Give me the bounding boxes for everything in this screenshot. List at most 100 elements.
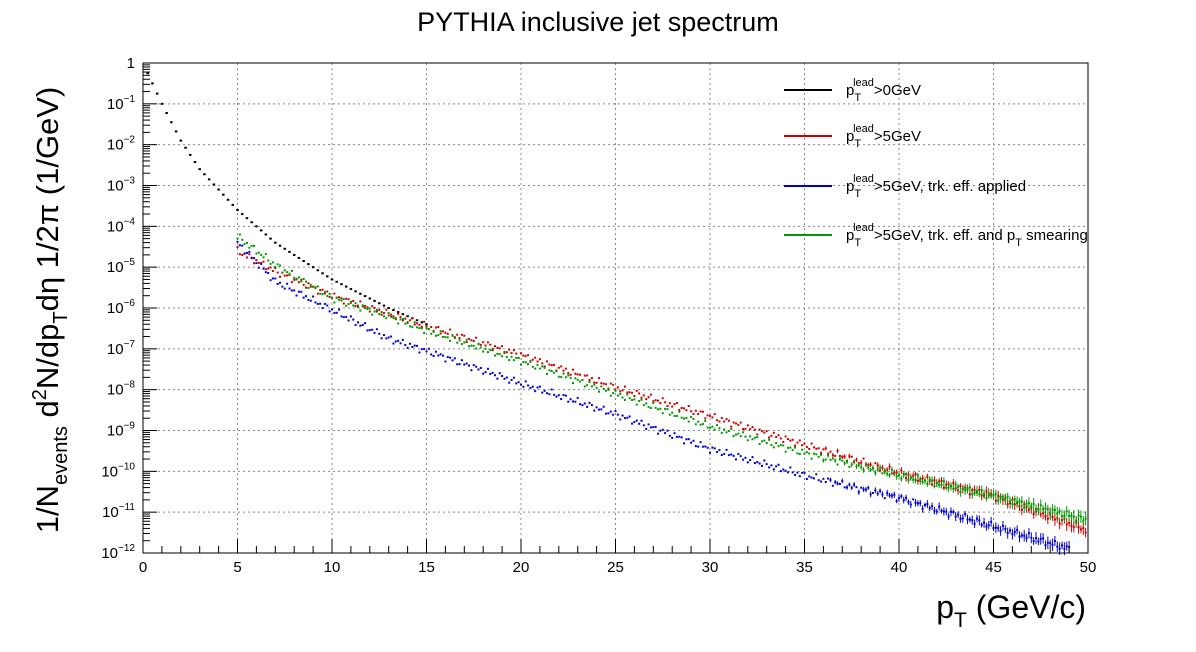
data-point	[293, 277, 295, 279]
data-point	[782, 468, 784, 470]
data-point	[551, 370, 553, 372]
x-tick-label: 20	[513, 559, 530, 576]
data-point	[350, 301, 352, 303]
data-point	[544, 367, 546, 369]
data-point	[605, 383, 607, 385]
data-point	[735, 434, 737, 436]
data-point	[480, 347, 482, 349]
data-point	[600, 408, 602, 410]
data-point	[622, 396, 624, 398]
data-point	[305, 287, 307, 289]
data-point	[619, 393, 621, 395]
data-point	[674, 403, 676, 405]
data-point	[454, 357, 456, 359]
data-point	[688, 421, 690, 423]
data-point	[700, 441, 702, 443]
data-point	[874, 462, 876, 464]
data-point	[298, 276, 300, 278]
data-point	[470, 345, 472, 347]
data-point	[348, 298, 350, 300]
data-point	[763, 432, 765, 434]
data-point	[581, 404, 583, 406]
data-point	[414, 345, 416, 347]
data-point	[463, 335, 465, 337]
data-point	[293, 289, 295, 291]
data-point	[659, 430, 661, 432]
data-point	[354, 290, 357, 292]
data-point	[378, 333, 380, 335]
data-point	[376, 328, 378, 330]
grid-lines	[143, 63, 1088, 553]
data-point	[648, 406, 650, 408]
data-point	[492, 372, 494, 374]
data-point	[652, 426, 654, 428]
data-point	[319, 289, 321, 291]
data-point	[768, 466, 770, 468]
data-point	[310, 284, 312, 286]
data-point	[579, 381, 581, 383]
data-point	[175, 130, 178, 132]
data-point	[865, 463, 867, 465]
data-point	[499, 372, 501, 374]
data-point	[808, 475, 810, 477]
data-point	[683, 418, 685, 420]
data-point	[435, 351, 437, 353]
data-point	[707, 447, 709, 449]
data-point	[794, 474, 796, 476]
data-point	[239, 253, 241, 255]
data-point	[291, 281, 293, 283]
data-point	[794, 447, 796, 449]
data-point	[768, 439, 770, 441]
data-point	[697, 421, 699, 423]
data-point	[813, 477, 815, 479]
data-point	[461, 334, 463, 336]
data-point	[485, 348, 487, 350]
data-point	[728, 420, 730, 422]
data-point	[617, 414, 619, 416]
data-point	[695, 423, 697, 425]
data-point	[400, 316, 402, 318]
data-point	[255, 262, 257, 264]
data-point	[437, 326, 439, 328]
data-point	[281, 286, 283, 288]
data-point	[511, 352, 513, 354]
data-point	[392, 309, 395, 311]
data-point	[744, 428, 746, 430]
data-point	[317, 293, 319, 295]
data-point	[246, 252, 248, 254]
data-point	[740, 435, 742, 437]
data-point	[303, 278, 305, 280]
data-point	[532, 386, 534, 388]
data-point	[527, 354, 529, 356]
data-point	[709, 427, 711, 429]
data-point	[499, 347, 501, 349]
data-point	[468, 365, 470, 367]
data-point	[340, 297, 342, 299]
data-point	[837, 463, 839, 465]
data-point	[288, 251, 291, 253]
data-point	[473, 364, 475, 366]
y-axis-label: 1/Nevents d2N/dpTdη 1/2π (1/GeV)	[29, 87, 72, 534]
data-point	[421, 348, 423, 350]
data-point	[615, 410, 617, 412]
data-point	[579, 374, 581, 376]
data-point	[659, 402, 661, 404]
data-point	[444, 336, 446, 338]
data-point	[508, 359, 510, 361]
data-point	[383, 312, 385, 314]
data-point	[669, 402, 671, 404]
data-point	[806, 446, 808, 448]
data-point	[165, 112, 168, 114]
data-point	[570, 398, 572, 400]
data-point	[501, 345, 503, 347]
data-point	[629, 415, 631, 417]
data-point	[435, 335, 437, 337]
data-point	[754, 429, 756, 431]
data-point	[629, 391, 631, 393]
data-point	[761, 465, 763, 467]
data-point	[678, 409, 680, 411]
data-point	[643, 394, 645, 396]
data-point	[645, 428, 647, 430]
data-point	[307, 282, 309, 284]
data-point	[534, 368, 536, 370]
